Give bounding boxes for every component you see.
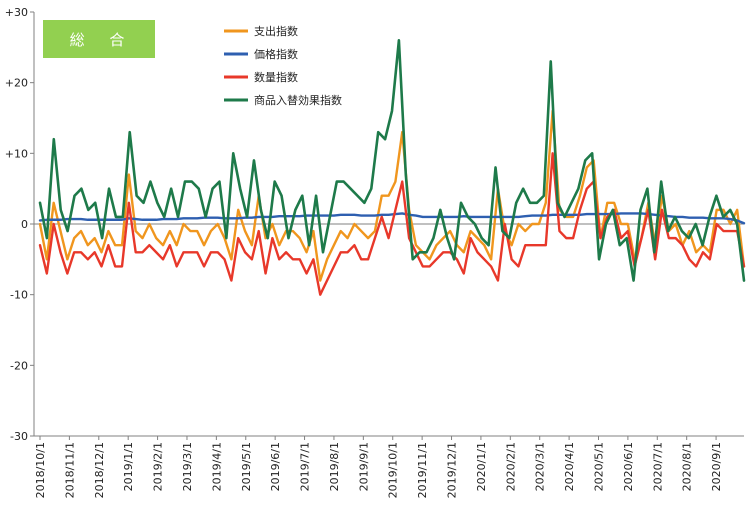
x-tick-label: 2018/12/1 (93, 442, 106, 498)
x-tick-label: 2020/6/1 (622, 442, 635, 491)
x-tick-label: 2020/4/1 (563, 442, 576, 491)
y-tick-label: +30 (5, 6, 28, 19)
x-tick-label: 2019/5/1 (240, 442, 253, 491)
x-tick-label: 2019/11/1 (416, 442, 429, 498)
legend-label: 価格指数 (254, 47, 298, 61)
x-tick-label: 2020/7/1 (651, 442, 664, 491)
category-badge: 総 合 (43, 20, 155, 58)
x-tick-label: 2019/4/1 (210, 442, 223, 491)
x-tick-label: 2020/1/1 (475, 442, 488, 491)
y-tick-label: -20 (10, 359, 28, 372)
x-tick-label: 2020/8/1 (681, 442, 694, 491)
x-tick-label: 2019/12/1 (446, 442, 459, 498)
y-tick-label: -10 (10, 289, 28, 302)
x-tick-label: 2019/7/1 (299, 442, 312, 491)
chart-axes: +30 +20 +10 0 -10 -20 -30 2018/10/1 2018/11/1 201… (5, 6, 744, 498)
x-tick-label: 2019/8/1 (328, 442, 341, 491)
x-tick-label: 2019/10/1 (387, 442, 400, 498)
x-tick-label: 2019/3/1 (181, 442, 194, 491)
x-tick-label: 2019/6/1 (269, 442, 282, 491)
series-line-1 (38, 109, 746, 282)
legend-label: 数量指数 (254, 70, 298, 84)
series-line-3 (38, 152, 746, 296)
x-tick-label: 2018/10/1 (34, 442, 47, 498)
x-tick-label: 2020/3/1 (534, 442, 547, 491)
badge-label: 総 合 (70, 31, 135, 49)
x-tick-label: 2019/2/1 (152, 442, 165, 491)
series-line-4 (38, 38, 746, 282)
x-tick-label: 2020/5/1 (592, 442, 605, 491)
y-tick-label: -30 (10, 430, 28, 443)
series-layer (38, 38, 746, 296)
y-tick-label: +20 (5, 77, 28, 90)
x-tick-label: 2019/9/1 (357, 442, 370, 491)
legend-label: 商品入替効果指数 (254, 93, 342, 107)
x-tick-label: 2020/9/1 (710, 442, 723, 491)
series-line-2 (38, 212, 746, 225)
y-tick-label: +10 (5, 147, 28, 160)
legend-label: 支出指数 (254, 24, 298, 38)
x-tick-label: 2019/1/1 (122, 442, 135, 491)
x-tick-label: 2020/2/1 (504, 442, 517, 491)
x-tick-label: 2018/11/1 (63, 442, 76, 498)
badge-box (43, 20, 155, 58)
y-tick-label: 0 (21, 218, 28, 231)
